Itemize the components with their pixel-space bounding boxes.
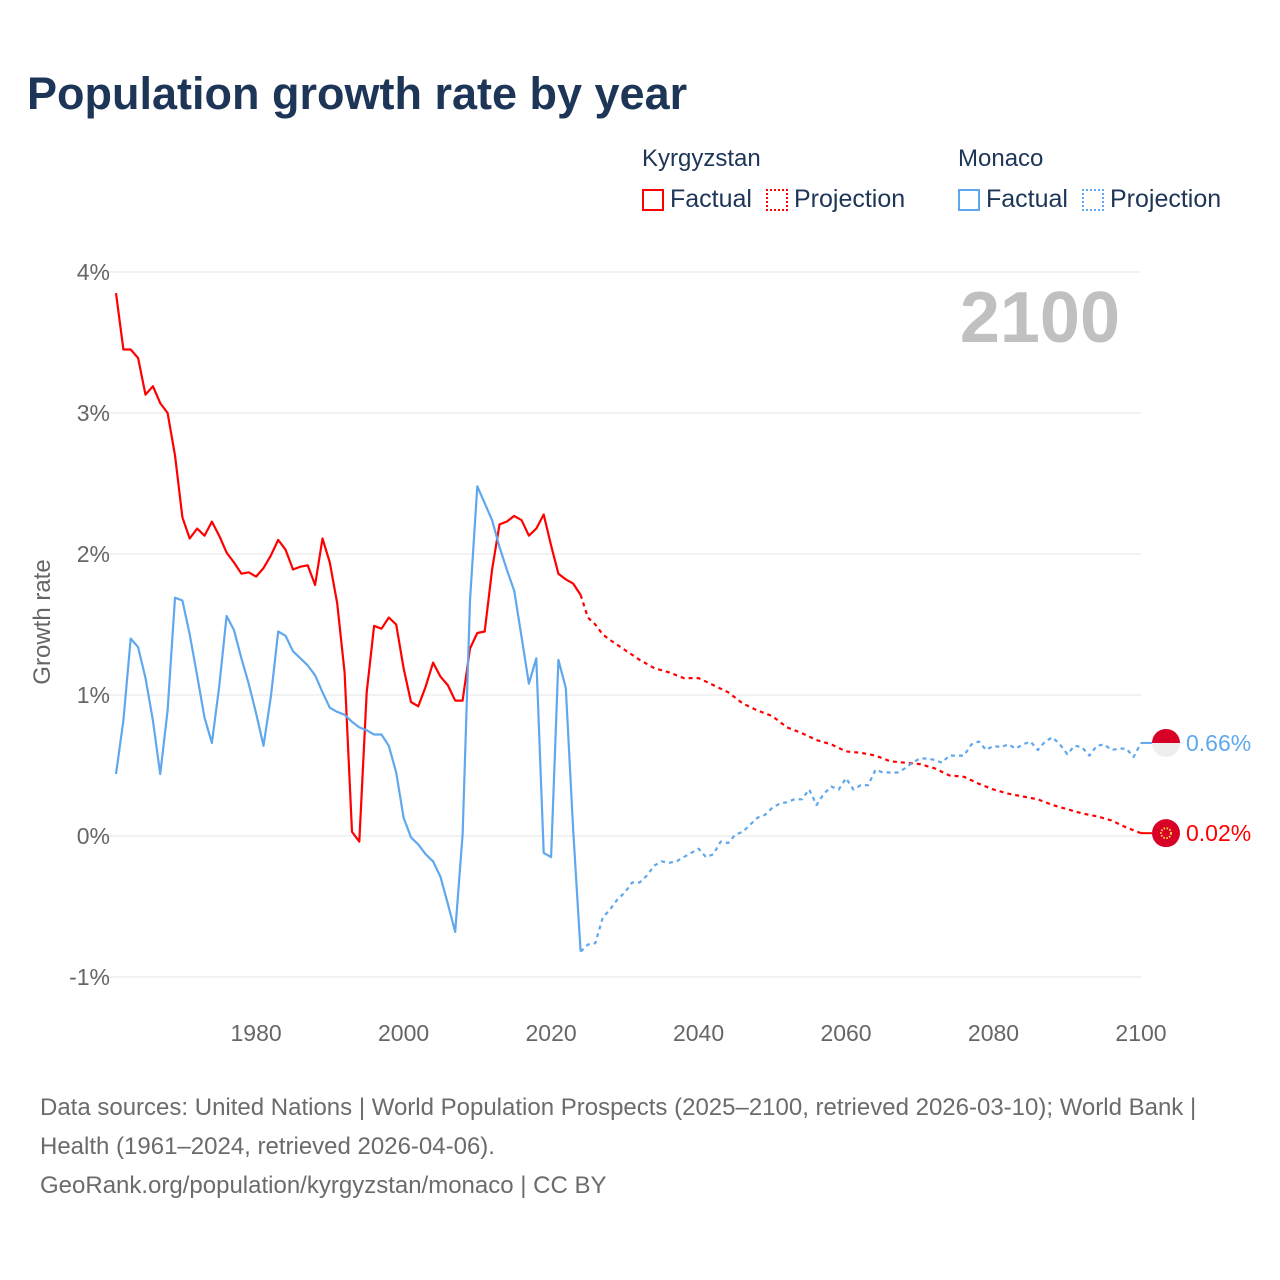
legend-monaco: Monaco Factual Projection <box>958 145 1221 214</box>
y-tick-label: -1% <box>69 964 110 990</box>
series-line-monaco-projection <box>579 736 1142 953</box>
series-line-kyrgyzstan-factual <box>114 292 582 843</box>
footer: Data sources: United Nations | World Pop… <box>40 1088 1240 1205</box>
legend-label: Projection <box>793 185 906 213</box>
legend-group-title: Monaco <box>958 145 1044 172</box>
legend-group-title: Kyrgyzstan <box>642 145 761 172</box>
kyrgyzstan-sun-icon <box>1160 827 1172 840</box>
x-tick-label: 2100 <box>1115 1020 1166 1046</box>
legend-kyrgyzstan-projection[interactable]: Projection <box>765 185 906 214</box>
y-tick-label: 2% <box>77 541 110 567</box>
x-tick-label: 1980 <box>231 1020 282 1046</box>
legend-label: Projection <box>1109 185 1222 213</box>
x-tick-label: 2000 <box>378 1020 429 1046</box>
kyrgyzstan-flag-icon <box>1152 819 1180 848</box>
chart-title: Population growth rate by year <box>27 68 688 119</box>
legend-kyrgyzstan-factual[interactable]: Factual <box>642 185 752 214</box>
monaco-flag-icon-white <box>1152 742 1181 757</box>
x-tick-label: 2080 <box>968 1020 1019 1046</box>
solid-swatch-icon <box>642 188 664 211</box>
x-tick-label: 2060 <box>820 1020 871 1046</box>
attribution-link[interactable]: GeoRank.org/population/kyrgyzstan/monaco… <box>40 1172 607 1199</box>
year-indicator: 2100 <box>960 278 1120 358</box>
y-tick-label: 1% <box>77 682 110 708</box>
x-tick-label: 2020 <box>525 1020 576 1046</box>
series-line-monaco-factual <box>114 485 582 952</box>
y-tick-label: 4% <box>77 259 110 285</box>
end-value-label: 0.02% <box>1186 820 1251 846</box>
y-axis-label: Growth rate <box>29 559 56 684</box>
legend-label: Factual <box>670 185 752 213</box>
monaco-flag-icon <box>1152 728 1181 743</box>
x-tick-label: 2040 <box>673 1020 724 1046</box>
data-sources: Data sources: United Nations | World Pop… <box>40 1094 1197 1160</box>
y-tick-label: 3% <box>77 400 110 426</box>
solid-swatch-icon <box>958 188 980 211</box>
legend-monaco-factual[interactable]: Factual <box>958 185 1068 214</box>
y-tick-label: 0% <box>77 823 110 849</box>
legend-monaco-projection[interactable]: Projection <box>1081 185 1222 214</box>
legend-label: Factual <box>986 185 1068 213</box>
dotted-swatch-icon <box>765 188 788 211</box>
series-line-kyrgyzstan-projection <box>579 594 1142 835</box>
legend-kyrgyzstan: Kyrgyzstan Factual Projection <box>642 145 905 214</box>
dotted-swatch-icon <box>1081 188 1104 211</box>
end-value-label: 0.66% <box>1186 730 1251 756</box>
